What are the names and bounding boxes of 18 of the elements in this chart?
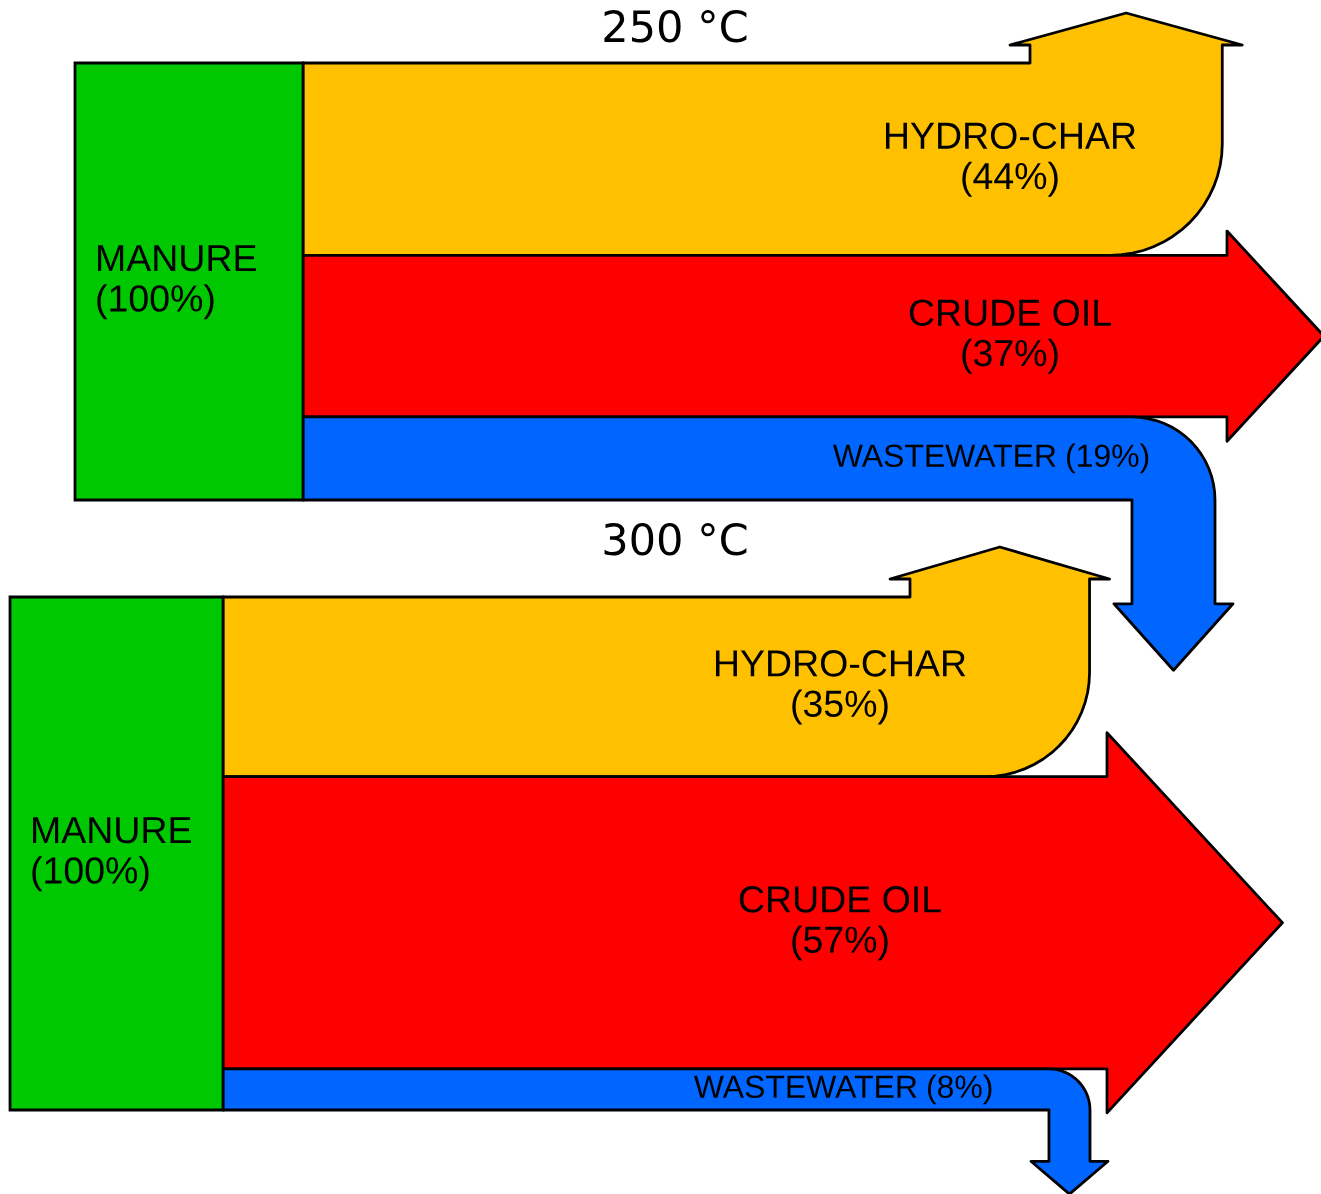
data-label: (37%): [962, 338, 1058, 374]
data-label: (19%): [1066, 443, 1149, 474]
category-label: MANURE: [98, 245, 256, 272]
category-label: CRUDE OIL: [909, 299, 1111, 326]
category-label: HYDRO-CHAR: [715, 650, 966, 677]
data-label: (44%): [962, 161, 1058, 197]
category-label: CRUDE OIL: [739, 886, 941, 913]
category-label: WASTEWATER: [693, 1075, 917, 1099]
data-label: (57%): [792, 925, 888, 961]
data-label: (100%): [97, 284, 214, 320]
category-label: MANURE: [33, 817, 191, 844]
text: 250 °C: [604, 9, 747, 43]
category-label: HYDRO-CHAR: [885, 122, 1136, 150]
data-label: (100%): [32, 856, 149, 892]
data-label: (35%): [792, 689, 888, 725]
data-label: (8%): [927, 1074, 992, 1105]
text: 300 °C: [604, 522, 747, 556]
category-label: WASTEWATER: [832, 444, 1056, 468]
